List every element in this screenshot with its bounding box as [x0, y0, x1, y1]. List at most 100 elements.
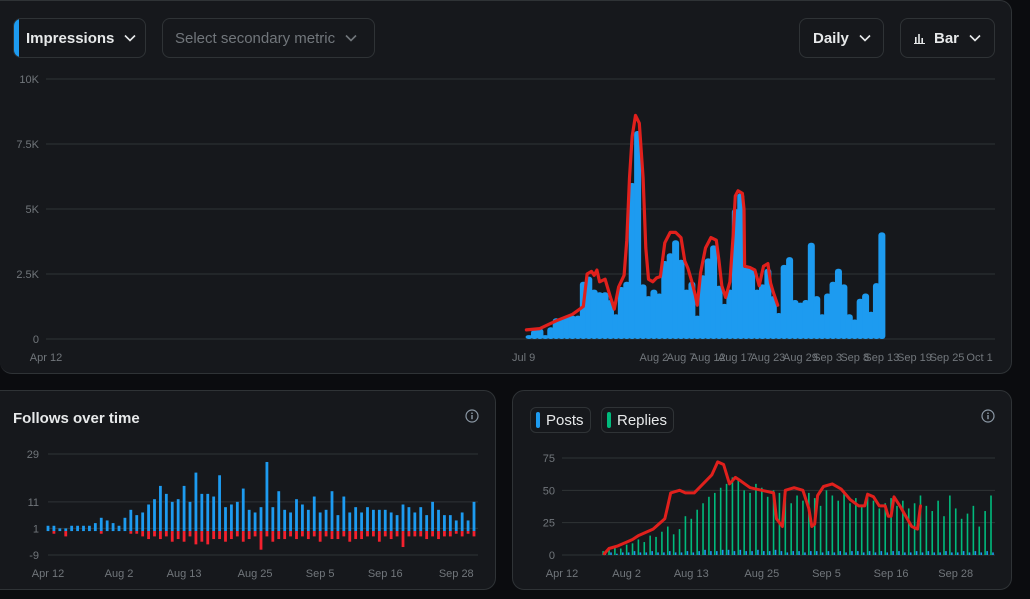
posts-bar: [751, 551, 753, 555]
impressions-bar: [655, 293, 663, 339]
follows-bar: [372, 509, 375, 532]
impressions-bar: [802, 300, 810, 339]
follows-bar: [277, 491, 281, 532]
posts-bar: [992, 552, 994, 555]
impressions-bar: [786, 257, 794, 339]
follows-bar: [312, 496, 316, 532]
impressions-bar: [688, 281, 696, 339]
unfollows-bar: [224, 531, 227, 542]
posts-bar: [868, 551, 871, 555]
x-tick-label: Sep 5: [812, 568, 841, 580]
unfollows-bar: [170, 531, 174, 542]
unfollows-bar: [182, 531, 186, 542]
unfollows-bar: [265, 531, 269, 537]
x-tick-label: Aug 17: [718, 352, 753, 364]
posts-bar: [745, 551, 747, 555]
impressions-bar: [639, 284, 647, 339]
follows-bar: [117, 525, 121, 532]
follows-bar: [389, 512, 393, 532]
y-tick-label: 11: [28, 497, 39, 509]
legend-posts[interactable]: Posts: [530, 407, 591, 433]
impressions-bar: [563, 315, 571, 339]
impressions-bar: [585, 276, 593, 339]
unfollows-bar: [306, 531, 310, 540]
x-tick-label: Aug 13: [674, 568, 709, 580]
replies-bar: [831, 495, 834, 555]
follows-bar: [247, 509, 251, 532]
follows-bar: [289, 512, 292, 532]
unfollows-bar: [235, 531, 239, 537]
x-tick-label: Sep 16: [874, 568, 909, 580]
follows-bar: [188, 501, 192, 532]
replies-bar: [737, 479, 740, 555]
info-icon[interactable]: [981, 409, 995, 423]
posts-bar: [821, 552, 824, 555]
impressions-bar: [824, 293, 832, 339]
unfollows-bar: [289, 531, 292, 537]
posts-bar: [698, 551, 700, 555]
posts-bar: [851, 551, 853, 555]
impressions-bar: [677, 259, 685, 339]
interval-dropdown[interactable]: Daily: [799, 18, 884, 58]
replies-bar: [937, 500, 939, 555]
posts-bar: [710, 551, 712, 555]
posts-bar: [645, 552, 648, 555]
replies-bar: [813, 498, 816, 555]
follows-bar: [425, 515, 429, 532]
unfollows-bar: [212, 531, 216, 540]
x-tick-label: Apr 12: [546, 568, 578, 580]
unfollows-bar: [448, 531, 452, 537]
follows-bar: [170, 501, 174, 532]
impressions-bar: [780, 264, 788, 339]
impressions-bar: [791, 300, 799, 339]
primary-metric-accent: [14, 19, 19, 57]
impressions-bar: [693, 315, 701, 339]
posts-swatch: [536, 412, 540, 428]
info-icon[interactable]: [465, 409, 479, 423]
x-tick-label: Jul 9: [512, 352, 535, 364]
follows-title: Follows over time: [13, 410, 140, 427]
impressions-bar: [862, 293, 870, 339]
impressions-bar: [840, 284, 848, 339]
posts-bar: [951, 552, 953, 555]
follows-bar: [295, 499, 298, 532]
x-tick-label: Apr 12: [30, 352, 62, 364]
unfollows-bar: [271, 531, 275, 542]
follows-bar: [330, 491, 334, 532]
posts-bar: [927, 551, 930, 555]
follows-bar: [82, 525, 85, 532]
chart-type-dropdown[interactable]: Bar: [900, 18, 995, 58]
posts-bar: [739, 549, 742, 555]
x-tick-label: Sep 16: [368, 568, 403, 580]
x-tick-label: Aug 2: [612, 568, 641, 580]
follows-bar: [324, 509, 328, 532]
x-tick-label: Sep 13: [864, 352, 899, 364]
impressions-bar: [715, 285, 723, 339]
impressions-bar: [845, 314, 853, 339]
follows-bar: [164, 493, 168, 532]
x-tick-label: Aug 13: [167, 568, 202, 580]
posts-bar: [633, 551, 636, 555]
unfollows-bar: [188, 531, 192, 537]
replies-bar: [837, 500, 840, 555]
replies-bar: [808, 492, 810, 555]
unfollows-bar: [301, 531, 304, 537]
chevron-down-icon: [124, 34, 136, 42]
unfollows-bar: [401, 531, 405, 548]
unfollows-bar: [241, 531, 245, 542]
posts-bar: [786, 552, 789, 555]
posts-bar: [857, 551, 859, 555]
secondary-metric-dropdown[interactable]: Select secondary metric: [162, 18, 375, 58]
follows-bar: [383, 509, 387, 532]
follows-bar: [460, 512, 464, 532]
impressions-bar: [574, 315, 582, 339]
legend-replies[interactable]: Replies: [601, 407, 675, 433]
follows-bar: [135, 515, 139, 532]
replies-bar: [925, 505, 928, 555]
posts-bar: [815, 551, 818, 555]
y-tick-label: 50: [543, 485, 555, 497]
x-tick-label: Aug 25: [238, 568, 273, 580]
impressions-bar: [710, 245, 718, 339]
primary-metric-dropdown[interactable]: Impressions: [13, 18, 146, 58]
follows-bar: [454, 520, 458, 532]
